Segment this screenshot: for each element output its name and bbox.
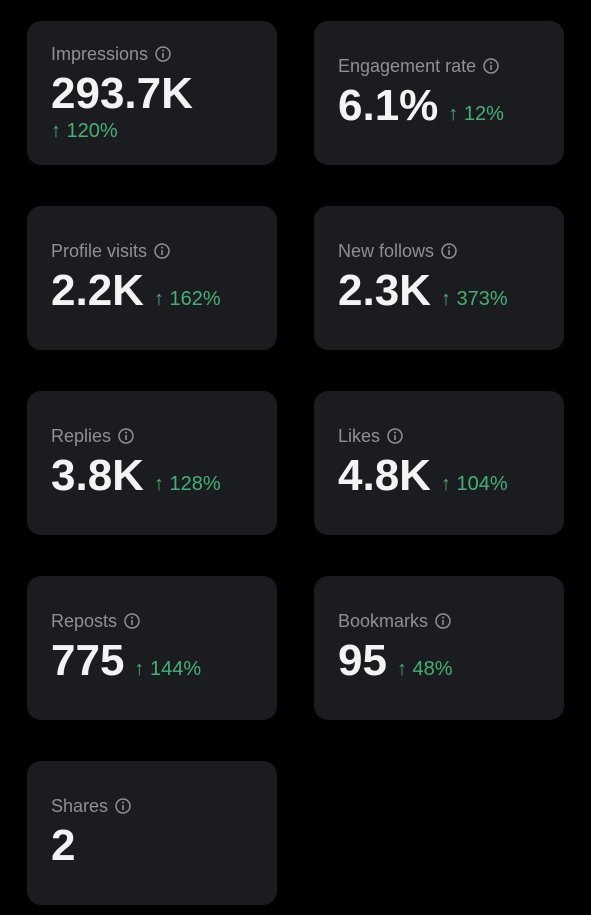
metric-change: ↑ 120% (51, 120, 118, 142)
metric-value: 95 (338, 636, 387, 685)
metric-label: Reposts (51, 611, 118, 631)
metric-row: 2.3K ↑ 373% (338, 266, 540, 316)
metric-label-row: Likes (338, 425, 540, 447)
info-icon[interactable] (124, 613, 140, 629)
info-icon[interactable] (154, 243, 170, 259)
metric-label: Shares (51, 796, 109, 816)
metric-change: ↑ 104% (440, 473, 508, 495)
metric-change: ↑ 12% (448, 103, 504, 125)
metric-card: Engagement rate 6.1% ↑ 12% (314, 21, 564, 165)
metric-label: Impressions (51, 44, 149, 64)
metric-label: Profile visits (51, 241, 148, 261)
metric-value: 2.3K (338, 266, 431, 315)
metric-change: ↑ 48% (396, 658, 453, 680)
info-icon[interactable] (441, 243, 457, 259)
info-icon[interactable] (115, 798, 131, 814)
metric-value: 4.8K (338, 451, 431, 500)
info-icon[interactable] (155, 46, 171, 62)
metric-row: 2 (51, 821, 253, 871)
metric-value: 2.2K (51, 266, 144, 315)
metric-change: ↑ 373% (440, 288, 508, 310)
metric-row: 95 ↑ 48% (338, 636, 540, 686)
metric-value: 3.8K (51, 451, 144, 500)
info-icon[interactable] (118, 428, 134, 444)
metric-change: ↑ 162% (153, 288, 221, 310)
metric-label-row: Shares (51, 795, 253, 817)
metric-label-row: New follows (338, 240, 540, 262)
metric-row: 293.7K ↑ 120% (51, 69, 253, 143)
metric-row: 2.2K ↑ 162% (51, 266, 253, 316)
metric-value: 2 (51, 821, 76, 870)
info-icon[interactable] (387, 428, 403, 444)
metric-row: 775 ↑ 144% (51, 636, 253, 686)
metric-label: Likes (338, 426, 381, 446)
metric-row: 4.8K ↑ 104% (338, 451, 540, 501)
metric-card: Bookmarks 95 ↑ 48% (314, 576, 564, 720)
metric-label: Engagement rate (338, 56, 477, 76)
metric-card: Profile visits 2.2K ↑ 162% (27, 206, 277, 350)
metric-card: Replies 3.8K ↑ 128% (27, 391, 277, 535)
metric-card: New follows 2.3K ↑ 373% (314, 206, 564, 350)
metric-label: Replies (51, 426, 112, 446)
metric-label-row: Replies (51, 425, 253, 447)
metric-label-row: Engagement rate (338, 55, 540, 77)
info-icon[interactable] (483, 58, 499, 74)
metric-row: 3.8K ↑ 128% (51, 451, 253, 501)
metric-label: Bookmarks (338, 611, 429, 631)
metric-label-row: Impressions (51, 43, 253, 65)
metric-card: Impressions 293.7K ↑ 120% (27, 21, 277, 165)
metric-change: ↑ 144% (134, 658, 202, 680)
metric-card: Likes 4.8K ↑ 104% (314, 391, 564, 535)
info-icon[interactable] (435, 613, 451, 629)
metric-value: 293.7K (51, 69, 193, 118)
metric-row: 6.1% ↑ 12% (338, 81, 540, 131)
metric-card: Reposts 775 ↑ 144% (27, 576, 277, 720)
metric-label-row: Bookmarks (338, 610, 540, 632)
metric-value: 775 (51, 636, 125, 685)
metric-value: 6.1% (338, 81, 439, 130)
metric-change: ↑ 128% (153, 473, 221, 495)
metric-label-row: Profile visits (51, 240, 253, 262)
metric-card: Shares 2 (27, 761, 277, 905)
metric-label-row: Reposts (51, 610, 253, 632)
metric-label: New follows (338, 241, 435, 261)
